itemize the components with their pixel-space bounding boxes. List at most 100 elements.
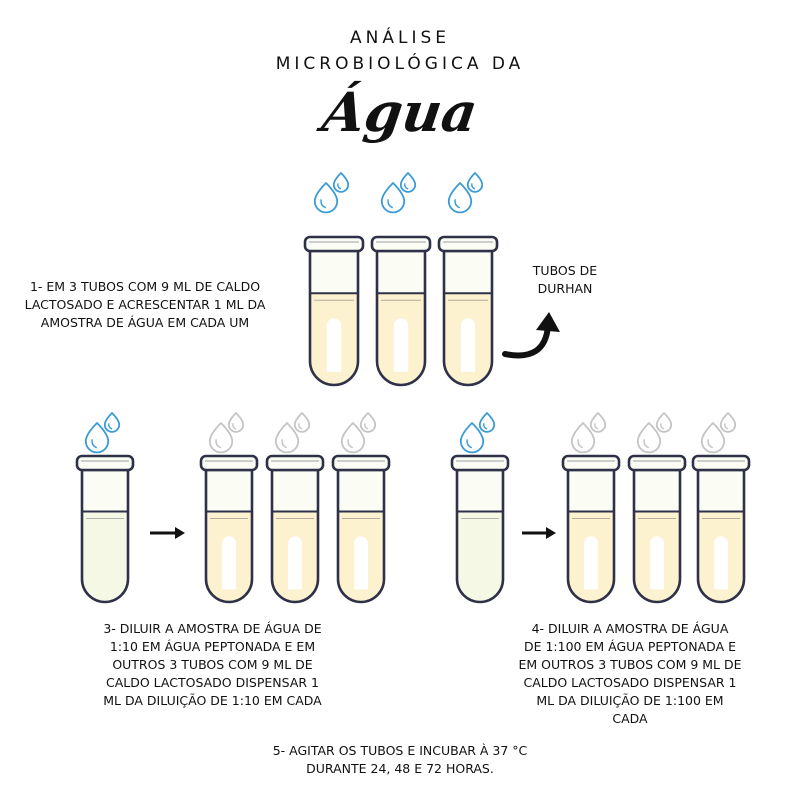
step-3-line: CALDO LACTOSADO DISPENSAR 1 — [106, 675, 319, 690]
drop-shape — [655, 412, 673, 433]
water-drop-icon — [700, 422, 726, 454]
tube-rim — [370, 235, 432, 253]
drop-shine — [298, 423, 303, 430]
step-3-line: ML DA DILUIÇÃO DE 1:10 EM CADA — [103, 693, 322, 708]
drop-shine — [466, 439, 472, 449]
drop-shine — [483, 423, 488, 430]
drop-shine — [91, 439, 97, 449]
water-drop-icon — [380, 182, 406, 214]
tube-outline — [80, 468, 130, 604]
water-drop-icon — [227, 412, 245, 433]
drop-shape — [570, 422, 596, 454]
drop-shine — [320, 199, 326, 209]
step-3-line: 1:10 EM ÁGUA PEPTONADA E EM — [109, 639, 316, 654]
drop-shape — [459, 422, 485, 454]
drop-shape — [380, 182, 406, 214]
drop-shape — [589, 412, 607, 433]
arrow-head — [546, 527, 556, 539]
water-drop-icon — [274, 422, 300, 454]
water-drop-icon — [466, 172, 484, 193]
water-drop-icon — [208, 422, 234, 454]
drop-shape — [84, 422, 110, 454]
lactose-broth-tube — [627, 454, 687, 604]
tube-liquid — [82, 511, 128, 602]
lactose-broth-tube — [199, 454, 259, 604]
water-drop-icon — [459, 422, 485, 454]
drop-shine — [594, 423, 599, 430]
step-4-line: DE 1:100 EM ÁGUA PEPTONADA E — [523, 639, 737, 654]
water-drop-icon — [84, 422, 110, 454]
tube-rim — [450, 454, 510, 472]
step-3-text: 3- DILUIR A AMOSTRA DE ÁGUA DE 1:10 EM Á… — [80, 620, 345, 710]
drop-shine — [660, 423, 665, 430]
curved-arrow-head — [536, 312, 560, 332]
lactose-broth-tube — [437, 235, 499, 387]
step-1-line: 1- EM 3 TUBOS COM 9 ML DE CALDO — [29, 279, 261, 294]
drop-shine — [643, 439, 649, 449]
water-drop-icon — [340, 422, 366, 454]
drop-shine — [215, 439, 221, 449]
water-drop-icon — [589, 412, 607, 433]
step-4-line: ML DA DILUIÇÃO DE 1:100 EM — [536, 693, 724, 708]
water-drop-icon — [636, 422, 662, 454]
tube-outline — [375, 249, 427, 387]
drop-shine — [577, 439, 583, 449]
drop-shape — [313, 182, 339, 214]
step-3-line: 3- DILUIR A AMOSTRA DE ÁGUA DE — [103, 621, 322, 636]
drop-shine — [108, 423, 113, 430]
tube-rim — [691, 454, 751, 472]
drop-shape — [103, 412, 121, 433]
step-1-line: LACTOSADO E ACRESCENTAR 1 ML DA — [24, 297, 266, 312]
peptone-water-tube — [450, 454, 510, 604]
drop-shape — [719, 412, 737, 433]
drop-shape — [293, 412, 311, 433]
lactose-broth-tube — [370, 235, 432, 387]
tube-rim — [75, 454, 135, 472]
drop-shine — [364, 423, 369, 430]
water-drop-icon — [570, 422, 596, 454]
water-drop-icon — [103, 412, 121, 433]
durhan-tube — [354, 536, 368, 590]
tube-outline — [696, 468, 746, 604]
step-1-line: AMOSTRA DE ÁGUA EM CADA UM — [40, 315, 250, 330]
right-arrow-icon — [522, 527, 556, 539]
step-4-line: CADA — [612, 711, 648, 726]
step-4-text: 4- DILUIR A AMOSTRA DE ÁGUA DE 1:100 EM … — [500, 620, 760, 728]
drop-shine — [724, 423, 729, 430]
drop-shine — [347, 439, 353, 449]
durhan-tube — [326, 318, 342, 372]
tube-outline — [632, 468, 682, 604]
lactose-broth-tube — [561, 454, 621, 604]
curved-arrow-icon — [502, 312, 560, 359]
step-4-line: CALDO LACTOSADO DISPENSAR 1 — [523, 675, 737, 690]
water-drop-icon — [447, 182, 473, 214]
tube-liquid — [457, 511, 503, 602]
durhan-tube — [222, 536, 236, 590]
tube-outline — [270, 468, 320, 604]
curved-arrow-shaft — [502, 323, 551, 359]
durhan-tube — [460, 318, 476, 372]
tube-outline — [336, 468, 386, 604]
step-5-text: 5- AGITAR OS TUBOS E INCUBAR À 37 °C DUR… — [230, 742, 570, 778]
durhan-label-line: TUBOS DE — [532, 263, 598, 278]
drop-shine — [404, 183, 409, 190]
tube-rim — [199, 454, 259, 472]
lactose-broth-tube — [265, 454, 325, 604]
drop-shape — [700, 422, 726, 454]
drop-shape — [208, 422, 234, 454]
drop-shine — [337, 183, 342, 190]
drop-shape — [359, 412, 377, 433]
water-drop-icon — [399, 172, 417, 193]
durhan-label: TUBOS DE DURHAN — [505, 262, 625, 298]
step-4-line: EM OUTROS 3 TUBOS COM 9 ML DE — [518, 657, 742, 672]
drop-shine — [454, 199, 460, 209]
tube-outline — [566, 468, 616, 604]
drop-shape — [478, 412, 496, 433]
drop-shape — [340, 422, 366, 454]
tube-outline — [204, 468, 254, 604]
drop-shape — [447, 182, 473, 214]
water-drop-icon — [478, 412, 496, 433]
drop-shine — [707, 439, 713, 449]
